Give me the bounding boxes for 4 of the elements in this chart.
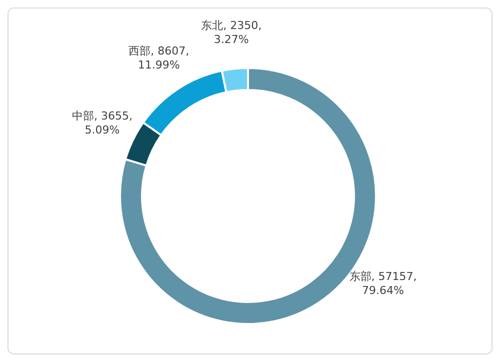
slice-label: 西部, 8607, 11.99%	[128, 44, 190, 72]
slice-label: 东部, 57157, 79.64%	[349, 270, 417, 297]
slice-label: 中部, 3655, 5.09%	[72, 109, 132, 136]
slice-label: 东北, 2350, 3.27%	[201, 18, 262, 46]
